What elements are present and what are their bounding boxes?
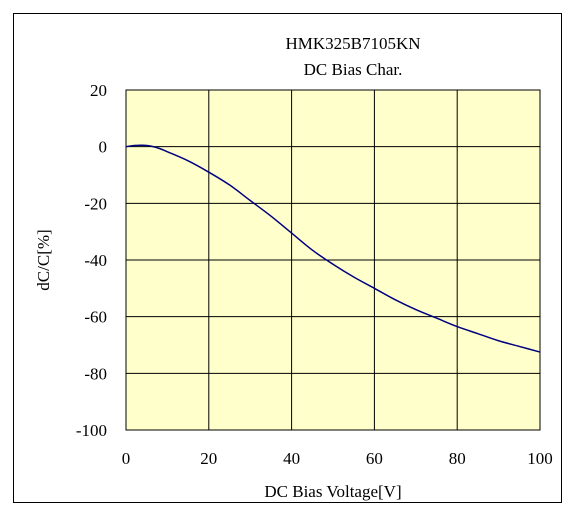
x-tick-label: 80 <box>449 449 466 468</box>
x-tick-label: 60 <box>366 449 383 468</box>
grid-lines <box>125 89 541 431</box>
y-tick-label: -80 <box>84 364 107 383</box>
chart-title: HMK325B7105KN <box>285 34 420 53</box>
x-tick-label: 100 <box>527 449 553 468</box>
y-tick-label: 0 <box>99 138 108 157</box>
x-tick-labels: 0 20 40 60 80 100 <box>122 449 553 468</box>
y-axis-label: dC/C[%] <box>34 229 53 290</box>
y-tick-label: -20 <box>84 194 107 213</box>
x-tick-label: 0 <box>122 449 131 468</box>
y-tick-label: -60 <box>84 308 107 327</box>
x-tick-label: 20 <box>200 449 217 468</box>
y-tick-label: 20 <box>90 81 107 100</box>
dc-bias-curve <box>125 144 541 353</box>
y-tick-labels: 20 0 -20 -40 -60 -80 -100 <box>76 81 107 440</box>
chart-subtitle: DC Bias Char. <box>304 60 403 79</box>
y-tick-label: -100 <box>76 421 107 440</box>
x-tick-label: 40 <box>283 449 300 468</box>
y-tick-label: -40 <box>84 251 107 270</box>
x-axis-label: DC Bias Voltage[V] <box>264 482 401 501</box>
